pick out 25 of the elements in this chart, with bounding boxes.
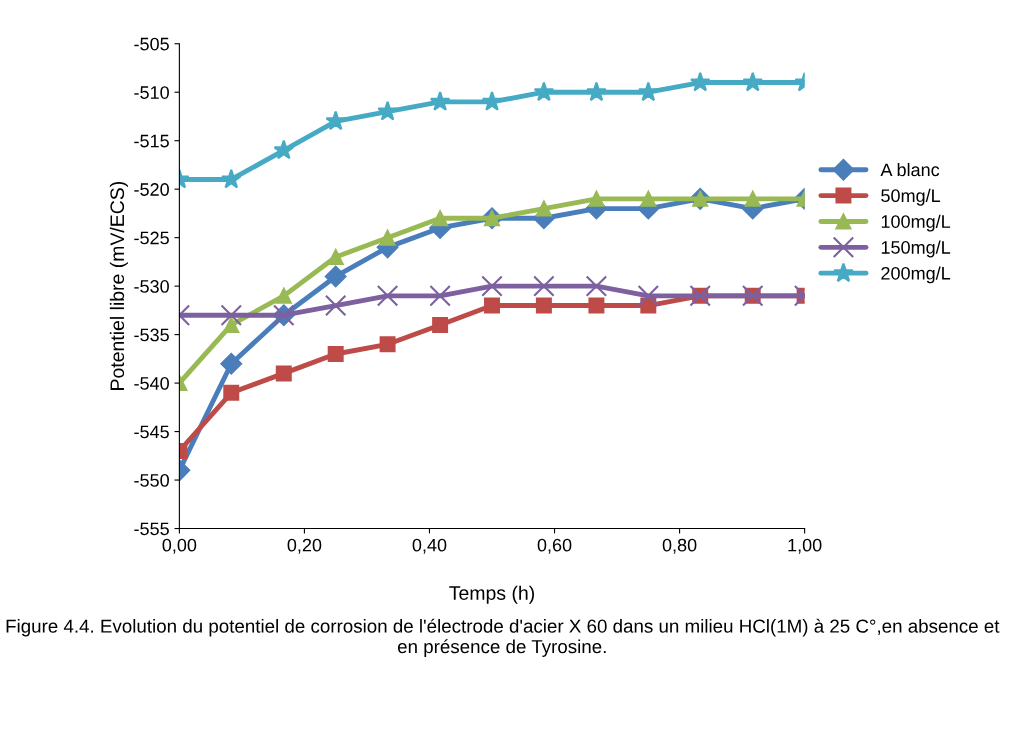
x-tick-label: 0,40 <box>412 538 447 554</box>
legend-label: 200mg/L <box>881 266 951 284</box>
x-tick-label: 0,20 <box>287 538 322 554</box>
y-tick-label: -525 <box>134 231 169 245</box>
y-tick-label: -540 <box>134 377 169 390</box>
x-axis-title: Temps (h) <box>449 585 535 604</box>
legend-label: 50mg/L <box>881 188 941 206</box>
y-axis-title: Potentiel libre (mV/ECS) <box>109 181 128 390</box>
x-tick-label: 0,00 <box>162 538 197 554</box>
y-tick-label: -555 <box>134 522 169 536</box>
y-tick-label: -505 <box>134 37 169 51</box>
legend-label: A blanc <box>880 162 940 177</box>
caption: Figure 4.4. Evolution du potentiel de corrosion de l'électrode d'acier X 60 dans un milieu HCl(1M) à 25 C°,en absence et en présence de Tyrosine. <box>6 618 1000 657</box>
y-tick-label: -545 <box>134 425 169 439</box>
y-tick-label: -535 <box>134 328 169 342</box>
x-tick-label: 0,80 <box>662 538 697 554</box>
y-tick-label: -530 <box>134 280 169 293</box>
y-tick-label: -550 <box>134 473 169 487</box>
legend-label: 100mg/L <box>881 214 951 232</box>
x-tick-label: 0,60 <box>537 538 572 554</box>
y-tick-label: -520 <box>134 183 169 196</box>
y-tick-label: -510 <box>134 86 169 99</box>
legend-label: 150mg/L <box>881 240 951 258</box>
y-tick-label: -515 <box>134 134 169 148</box>
x-tick-label: 1,00 <box>788 538 822 554</box>
